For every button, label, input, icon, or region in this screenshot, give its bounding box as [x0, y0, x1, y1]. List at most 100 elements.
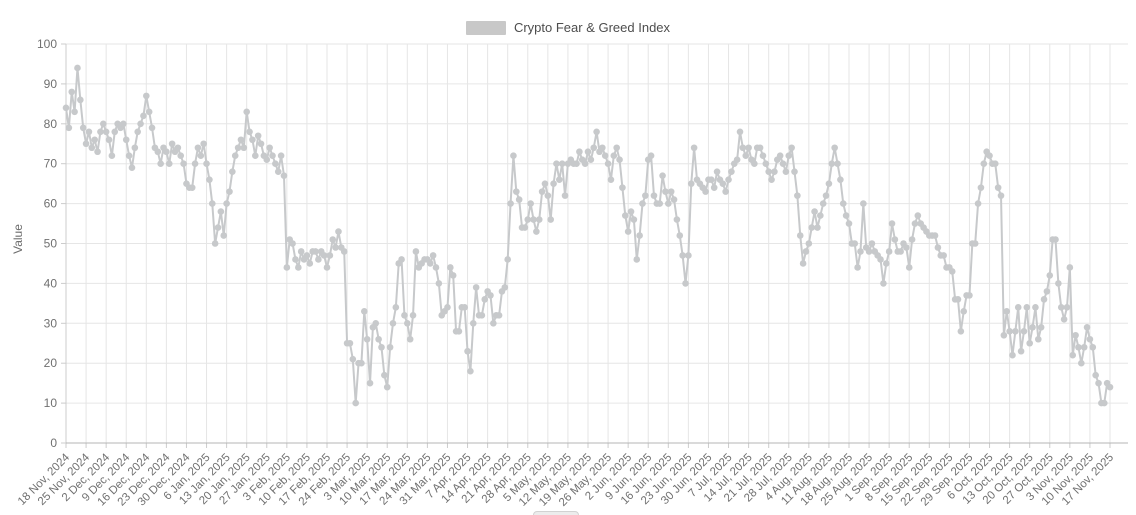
data-point[interactable]	[673, 216, 681, 223]
data-point[interactable]	[779, 160, 787, 167]
data-point[interactable]	[97, 128, 104, 136]
data-point[interactable]	[624, 228, 632, 235]
data-point[interactable]	[1060, 316, 1068, 323]
data-point[interactable]	[108, 152, 116, 160]
data-point[interactable]	[71, 108, 78, 116]
data-point[interactable]	[280, 172, 288, 179]
data-point[interactable]	[601, 152, 609, 160]
data-point[interactable]	[710, 184, 718, 191]
data-point[interactable]	[240, 144, 248, 152]
data-point[interactable]	[854, 264, 861, 271]
data-point[interactable]	[745, 144, 752, 152]
data-point[interactable]	[122, 136, 130, 144]
data-point[interactable]	[191, 160, 199, 167]
data-point[interactable]	[1014, 304, 1022, 311]
data-point[interactable]	[266, 144, 273, 152]
data-point[interactable]	[194, 144, 202, 152]
data-point[interactable]	[974, 200, 982, 207]
data-point[interactable]	[105, 136, 113, 144]
data-point[interactable]	[882, 260, 890, 267]
data-point[interactable]	[834, 160, 841, 167]
data-point[interactable]	[444, 304, 451, 311]
data-point[interactable]	[1035, 335, 1042, 343]
data-point[interactable]	[154, 148, 162, 156]
data-point[interactable]	[326, 252, 334, 259]
data-point[interactable]	[897, 248, 904, 255]
data-point[interactable]	[659, 172, 666, 179]
data-point[interactable]	[630, 216, 638, 223]
data-point[interactable]	[88, 144, 96, 152]
data-point[interactable]	[513, 188, 520, 195]
data-point[interactable]	[234, 144, 242, 152]
data-point[interactable]	[504, 256, 511, 263]
data-point[interactable]	[249, 136, 256, 144]
data-point[interactable]	[315, 256, 322, 263]
data-point[interactable]	[599, 144, 606, 152]
data-point[interactable]	[1003, 308, 1011, 315]
data-point[interactable]	[819, 200, 827, 207]
data-point[interactable]	[538, 188, 546, 195]
data-point[interactable]	[1072, 331, 1079, 339]
data-point[interactable]	[802, 248, 810, 255]
data-point[interactable]	[1100, 399, 1108, 407]
data-point[interactable]	[966, 292, 973, 299]
data-point[interactable]	[768, 176, 775, 183]
data-point[interactable]	[547, 216, 555, 223]
data-point[interactable]	[954, 296, 962, 303]
data-point[interactable]	[467, 367, 474, 375]
data-point[interactable]	[383, 383, 391, 391]
data-point[interactable]	[756, 144, 764, 152]
data-point[interactable]	[728, 168, 735, 175]
data-point[interactable]	[143, 92, 150, 100]
data-point[interactable]	[751, 160, 758, 167]
data-point[interactable]	[490, 320, 497, 327]
data-point[interactable]	[461, 304, 468, 311]
data-point[interactable]	[1012, 327, 1019, 335]
data-point[interactable]	[137, 120, 144, 128]
data-point[interactable]	[558, 160, 566, 167]
data-point[interactable]	[203, 160, 210, 167]
data-point[interactable]	[447, 264, 454, 271]
data-point[interactable]	[432, 264, 440, 271]
data-point[interactable]	[665, 200, 672, 207]
data-point[interactable]	[352, 399, 359, 407]
data-point[interactable]	[619, 184, 626, 191]
data-point[interactable]	[68, 88, 76, 96]
data-point[interactable]	[131, 144, 139, 152]
data-point[interactable]	[472, 284, 480, 291]
data-point[interactable]	[991, 160, 999, 167]
data-point[interactable]	[521, 224, 529, 231]
data-point[interactable]	[306, 260, 314, 267]
data-point[interactable]	[621, 212, 629, 219]
data-point[interactable]	[386, 343, 394, 351]
data-point[interactable]	[891, 236, 899, 243]
data-point[interactable]	[771, 168, 778, 175]
data-point[interactable]	[478, 312, 486, 319]
data-point[interactable]	[814, 224, 821, 231]
data-point[interactable]	[94, 148, 101, 156]
data-point[interactable]	[845, 220, 853, 227]
data-point[interactable]	[435, 280, 443, 287]
data-point[interactable]	[799, 260, 807, 267]
legend-item[interactable]: Crypto Fear & Greed Index	[465, 19, 670, 37]
data-point[interactable]	[662, 188, 669, 195]
data-point[interactable]	[229, 168, 236, 175]
data-point[interactable]	[1055, 280, 1062, 287]
data-point[interactable]	[994, 184, 1002, 191]
data-point[interactable]	[214, 224, 222, 231]
data-point[interactable]	[581, 160, 589, 167]
data-point[interactable]	[977, 184, 985, 191]
data-point[interactable]	[865, 248, 873, 255]
data-point[interactable]	[550, 180, 557, 187]
data-point[interactable]	[1052, 236, 1059, 243]
data-point[interactable]	[79, 124, 87, 132]
data-point[interactable]	[719, 180, 727, 187]
data-point[interactable]	[1069, 351, 1077, 359]
data-point[interactable]	[561, 192, 569, 199]
data-point[interactable]	[576, 148, 583, 156]
data-point[interactable]	[65, 124, 73, 132]
data-point[interactable]	[825, 180, 833, 187]
data-point[interactable]	[607, 176, 615, 183]
data-point[interactable]	[857, 248, 864, 255]
data-point[interactable]	[237, 136, 245, 144]
